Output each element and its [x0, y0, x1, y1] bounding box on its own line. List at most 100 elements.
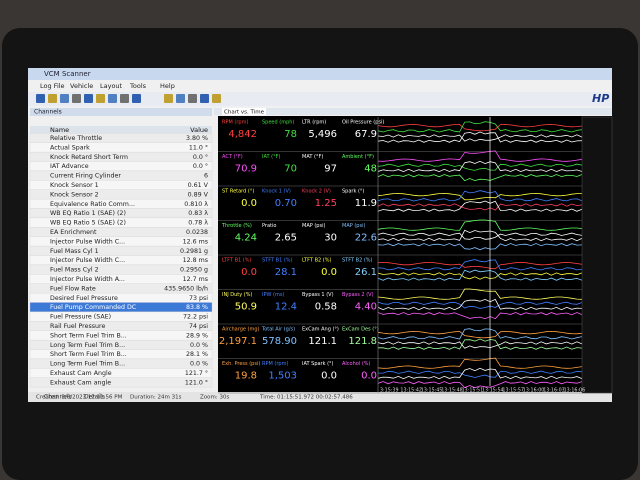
toolbar [28, 92, 612, 106]
menu-item[interactable]: Log File [40, 82, 65, 90]
gauge-value: 70 [284, 164, 297, 175]
channel-row[interactable] [29, 377, 213, 388]
gauge-value: 2,197.1 [219, 336, 257, 347]
title-bar [28, 68, 612, 80]
time-label: 13:15:54 [482, 388, 504, 394]
gauge-value: 1.25 [315, 198, 337, 209]
toolbar-button[interactable] [164, 94, 173, 103]
channel-value: 12.6 ms [183, 238, 208, 245]
trace [377, 219, 583, 231]
gauge-label: Knock 2 (V) [302, 189, 331, 195]
channel-value: 0.810 λ [184, 201, 208, 208]
gauge-label: RPM (rpm) [222, 120, 248, 126]
menu-item[interactable]: Help [160, 82, 175, 90]
toolbar-button[interactable] [36, 94, 45, 103]
toolbar-button[interactable] [108, 94, 117, 103]
trace [378, 338, 583, 350]
trace [377, 381, 583, 389]
gauge-value: 67.9 [355, 129, 377, 140]
channel-name: Fuel Mass Cyl 2 [50, 267, 99, 274]
channel-value: 28.1 % [186, 351, 208, 358]
gauge-label: STFT B2 (%) [342, 258, 373, 264]
gauge-label: Alcohol (%) [342, 361, 371, 367]
gauge-value: 578.90 [262, 336, 297, 347]
channel-value: 74 psi [189, 323, 208, 330]
channel-value: 3.80 % [186, 135, 208, 142]
trace [377, 298, 583, 311]
channel-name: Current Firing Cylinder [50, 173, 121, 180]
channel-value: 0.2950 g [180, 267, 208, 274]
trace [377, 357, 583, 369]
panel-tab[interactable]: Details [84, 394, 105, 401]
gauge-label: RPM (rpm) [262, 361, 288, 367]
gauge-value: 50.9 [235, 302, 257, 313]
trace [377, 330, 583, 339]
toolbar-button[interactable] [96, 94, 105, 103]
channel-value: 0.2981 g [180, 248, 208, 255]
channel-name: WB EQ Ratio 1 (SAE) (2) [50, 210, 126, 217]
channel-name: Short Term Fuel Trim B... [50, 351, 127, 358]
status-bar [28, 392, 612, 402]
toolbar-button[interactable] [188, 94, 197, 103]
toolbar-button[interactable] [176, 94, 185, 103]
time-label: 13:16:03 [543, 388, 565, 394]
channel-name: Rail Fuel Pressure [50, 323, 106, 330]
gauge-value: 11.9 [355, 198, 377, 209]
gauge-label: Oil Pressure (psi) [342, 120, 384, 126]
tab-label[interactable]: Chart vs. Time [224, 110, 265, 116]
toolbar-button[interactable] [200, 94, 209, 103]
channel-name: Exhaust Cam angle [50, 379, 111, 386]
trace [377, 288, 583, 300]
panel-tab[interactable]: Channels [44, 394, 72, 401]
trace [377, 150, 583, 162]
toolbar-button[interactable] [72, 94, 81, 103]
toolbar-button[interactable] [212, 94, 221, 103]
toolbar-button[interactable] [84, 94, 93, 103]
column-header: Name [50, 126, 69, 134]
trace [377, 190, 583, 202]
gauge-label: Speed (mph) [262, 120, 294, 126]
channel-value: 121.0 ° [185, 378, 208, 386]
gauge-value: 19.8 [235, 371, 257, 382]
scale-column [581, 116, 613, 394]
toolbar-button[interactable] [120, 94, 129, 103]
gauge-value: 28.1 [275, 267, 297, 278]
channel-name: Fuel Pressure (SAE) [50, 314, 111, 321]
gauge-label: Aircharge (mg) [222, 327, 260, 333]
window-title: VCM Scanner [44, 70, 91, 78]
gauge-value: 0.0 [241, 198, 257, 209]
trace [377, 174, 583, 182]
toolbar-button[interactable] [48, 94, 57, 103]
channel-name: Knock Sensor 2 [50, 191, 99, 198]
gauge-value: 121.8 [348, 336, 377, 347]
gauge-value: 97 [324, 164, 337, 175]
channel-value: 28.9 % [186, 332, 208, 339]
menu-item[interactable]: Layout [100, 82, 123, 90]
channel-value: 0.0238 [186, 229, 208, 236]
channel-name: WB EQ Ratio 5 (SAE) (2) [50, 220, 126, 227]
menu-item[interactable]: Vehicle [70, 82, 93, 90]
gauge-value: 30 [324, 233, 337, 244]
channel-value: 72.2 psi [183, 314, 208, 321]
table-header [30, 126, 212, 134]
trace [377, 269, 583, 281]
channel-name: Actual Spark [50, 144, 90, 151]
gauge-value: 0.58 [315, 302, 337, 313]
toolbar-button[interactable] [132, 94, 141, 103]
trace [377, 341, 583, 349]
menu-item[interactable]: Tools [129, 82, 147, 90]
time-label: 13:15:57 [502, 388, 524, 394]
time-label: 13:16:00 [523, 388, 545, 394]
channel-name: Fuel Flow Rate [50, 285, 96, 292]
channel-name: Long Term Fuel Trim B... [50, 361, 125, 368]
gauge-label: Spark (°) [342, 189, 364, 195]
tab[interactable] [222, 108, 266, 115]
gauge-label: Ambient (°F) [342, 154, 374, 160]
time-label: 13:16:06 [564, 388, 586, 394]
toolbar-button[interactable] [60, 94, 69, 103]
channel-value: 0.0 ° [193, 153, 208, 161]
channel-value: 0.0 ° [193, 162, 208, 170]
gauge-label: ExCam Des (°) [342, 327, 379, 333]
channel-value: 83.8 % [186, 304, 208, 311]
